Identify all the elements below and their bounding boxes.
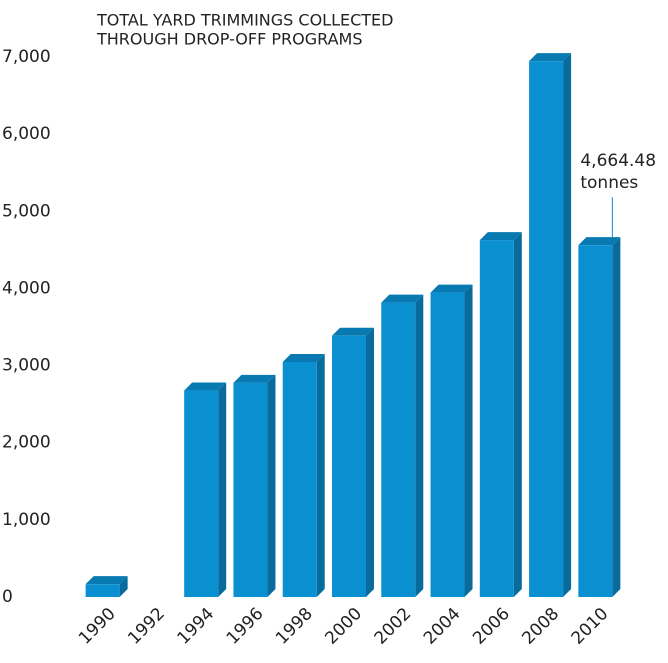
chart-title: THROUGH DROP-OFF PROGRAMS	[96, 30, 363, 49]
bar-top	[529, 53, 572, 62]
bar-side	[464, 284, 473, 597]
value-label: 4,664.48	[580, 151, 656, 171]
bar-side	[415, 294, 424, 597]
y-tick-label: 1,000	[2, 510, 51, 530]
bar-top	[282, 354, 325, 362]
bar-side	[119, 576, 128, 597]
bar	[332, 335, 366, 597]
y-tick-label: 7,000	[2, 47, 51, 67]
y-tick-label: 5,000	[2, 201, 51, 221]
x-tick-label: 2002	[371, 604, 416, 649]
annotation: tonnes	[580, 173, 638, 193]
bar	[381, 302, 416, 597]
bar	[529, 61, 564, 597]
bar-top	[381, 294, 424, 303]
y-tick-label: 6,000	[2, 124, 51, 144]
bar-top	[184, 382, 227, 391]
bar-top	[430, 284, 473, 293]
chart-title: TOTAL YARD TRIMMINGS COLLECTED	[96, 11, 393, 30]
x-tick-label: 1996	[223, 604, 268, 649]
bar	[430, 292, 465, 597]
bar-top	[479, 232, 522, 241]
bar	[479, 240, 514, 597]
x-tick-label: 1994	[174, 604, 219, 649]
bar-top	[578, 237, 621, 246]
bar-side	[513, 232, 522, 597]
bar-side	[267, 374, 276, 597]
x-tick-label: 1990	[75, 604, 120, 649]
bar	[578, 245, 613, 597]
bar	[282, 362, 317, 597]
x-tick-label: 2008	[518, 604, 563, 649]
bar	[184, 390, 219, 597]
bar-side	[316, 354, 325, 597]
bar	[233, 382, 268, 597]
x-tick-label: 2004	[420, 604, 465, 649]
bar-top	[85, 576, 128, 585]
bar-top	[332, 327, 374, 336]
y-tick-label: 3,000	[2, 356, 51, 376]
bar-side	[218, 382, 227, 597]
y-tick-label: 0	[2, 587, 13, 607]
bar-top	[233, 374, 276, 383]
bar-side	[366, 327, 374, 597]
x-tick-label: 2006	[469, 604, 514, 649]
bar	[85, 584, 120, 597]
y-tick-label: 2,000	[2, 433, 51, 453]
x-tick-label: 1998	[272, 604, 317, 649]
y-tick-label: 4,000	[2, 278, 51, 298]
x-tick-label: 2010	[568, 604, 613, 649]
x-tick-label: 2000	[321, 604, 366, 649]
bar-side	[563, 53, 572, 597]
x-tick-label: 1992	[124, 604, 169, 649]
bar-side	[612, 237, 621, 597]
